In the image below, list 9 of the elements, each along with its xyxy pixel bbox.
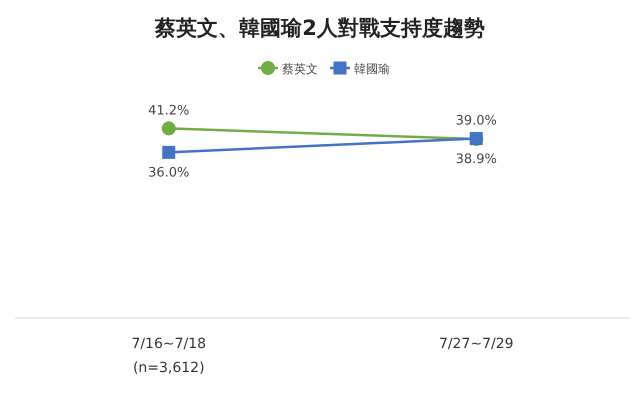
x-tick-label: 7/16~7/18 (n=3,612) xyxy=(131,336,206,376)
chart-title: 蔡英文、韓國瑜2人對戰支持度趨勢 xyxy=(154,16,485,40)
data-label: 39.0% xyxy=(456,114,497,129)
x-tick-label: 7/27~7/29 xyxy=(438,336,514,352)
legend-label: 蔡英文 xyxy=(282,62,318,76)
legend-label: 韓國瑜 xyxy=(354,62,390,76)
data-label: 38.9% xyxy=(456,152,497,168)
data-label: 41.2% xyxy=(148,103,190,118)
data-label: 36.0% xyxy=(148,165,190,180)
